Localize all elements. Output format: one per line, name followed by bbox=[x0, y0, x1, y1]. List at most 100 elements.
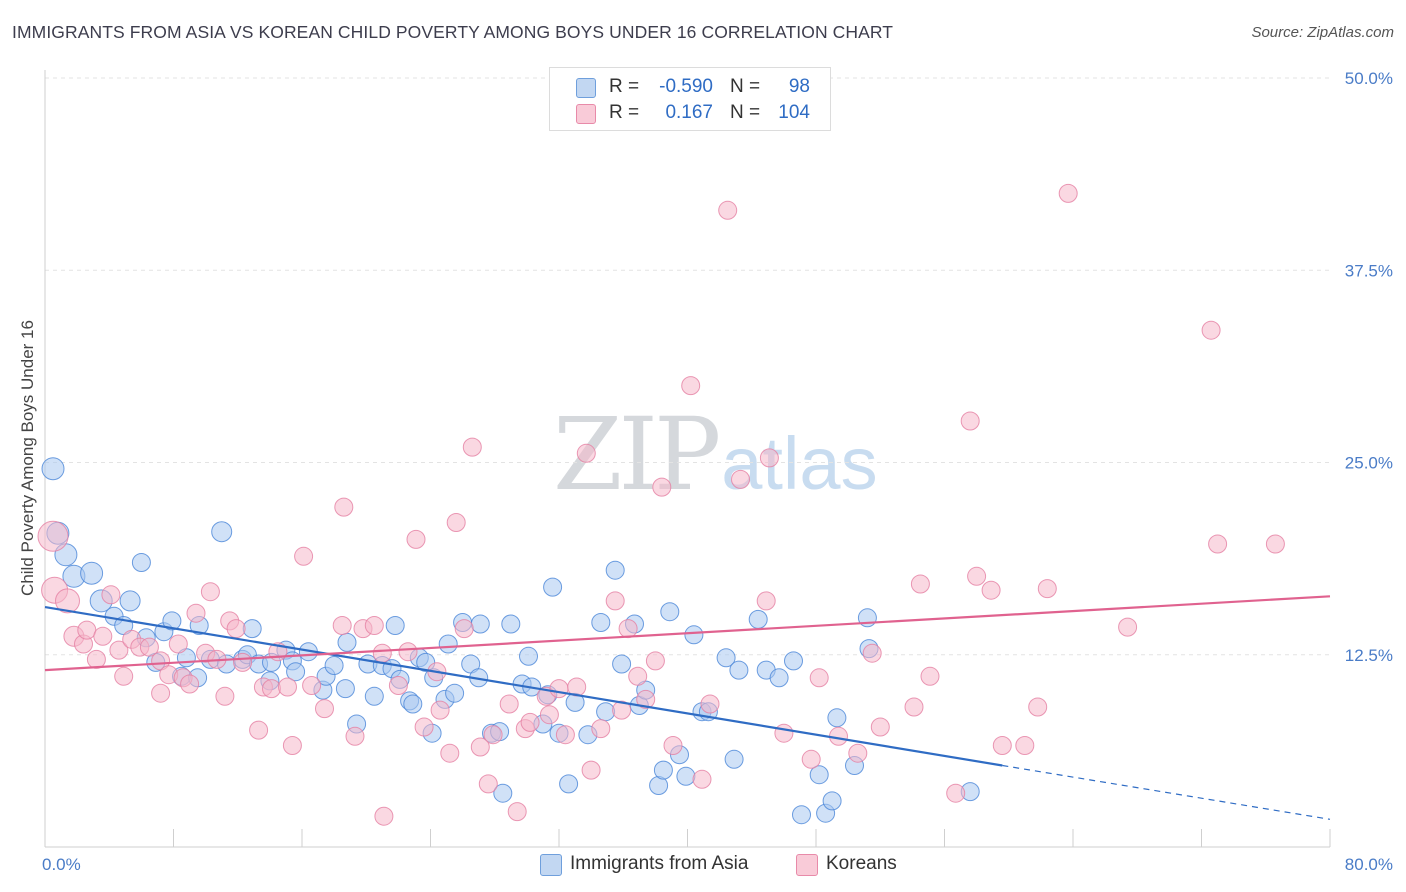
data-point bbox=[345, 726, 365, 746]
data-point bbox=[242, 619, 262, 639]
data-point bbox=[470, 737, 490, 757]
legend-row-koreans: R = 0.167 N = 104 bbox=[550, 100, 830, 126]
trend-line-asia bbox=[44, 605, 1003, 767]
data-point bbox=[211, 521, 233, 543]
data-point bbox=[119, 590, 141, 612]
data-point bbox=[335, 679, 355, 699]
legend-swatch-asia bbox=[576, 78, 596, 98]
data-point bbox=[1058, 183, 1078, 203]
y-tick-label: 25.0% bbox=[1345, 454, 1393, 473]
data-point bbox=[462, 437, 482, 457]
legend-label-koreans: Koreans bbox=[826, 853, 897, 874]
data-point bbox=[809, 765, 829, 785]
data-point bbox=[870, 717, 890, 737]
data-point bbox=[605, 591, 625, 611]
axes bbox=[44, 70, 1331, 848]
chart-title: IMMIGRANTS FROM ASIA VS KOREAN CHILD POV… bbox=[12, 22, 894, 42]
data-point bbox=[981, 580, 1001, 600]
data-point bbox=[499, 694, 519, 714]
data-point bbox=[1208, 534, 1228, 554]
data-point bbox=[388, 676, 408, 695]
data-point bbox=[653, 760, 673, 780]
legend-r-value: 0.167 bbox=[665, 102, 713, 123]
data-point bbox=[445, 683, 465, 703]
data-point bbox=[1265, 534, 1285, 554]
data-point bbox=[652, 477, 672, 497]
data-point bbox=[801, 749, 821, 769]
data-point bbox=[364, 616, 384, 635]
series-koreans bbox=[37, 183, 1285, 826]
data-point bbox=[478, 774, 498, 794]
data-point bbox=[731, 469, 750, 489]
data-point bbox=[364, 686, 384, 706]
data-point bbox=[774, 723, 794, 743]
data-point bbox=[430, 700, 450, 720]
data-point bbox=[759, 448, 779, 468]
data-point bbox=[681, 376, 701, 396]
x-tick-label: 0.0% bbox=[42, 855, 81, 874]
correlation-legend: R = -0.590 N = 98 R = 0.167 N = 104 bbox=[549, 67, 831, 131]
data-point bbox=[591, 613, 611, 632]
data-point bbox=[86, 649, 106, 669]
data-point bbox=[576, 443, 596, 463]
data-point bbox=[200, 582, 220, 602]
legend-n-value: 104 bbox=[778, 102, 810, 123]
data-point bbox=[406, 529, 426, 549]
data-point bbox=[101, 585, 121, 605]
data-point bbox=[139, 637, 159, 657]
data-point bbox=[792, 805, 811, 825]
data-point bbox=[645, 651, 665, 671]
series-legend: Immigrants from Asia Koreans bbox=[0, 852, 1406, 878]
data-point bbox=[233, 652, 253, 672]
data-point bbox=[1118, 617, 1138, 637]
data-point bbox=[960, 411, 980, 431]
source-label: Source: ZipAtlas.com bbox=[1251, 24, 1394, 41]
data-point bbox=[628, 666, 648, 686]
data-point bbox=[520, 712, 540, 732]
data-point bbox=[315, 699, 334, 719]
data-point bbox=[302, 676, 322, 695]
data-point bbox=[718, 200, 738, 220]
data-point bbox=[55, 588, 80, 614]
data-point bbox=[904, 697, 924, 717]
data-point bbox=[992, 736, 1012, 755]
legend-r-label: R = bbox=[609, 102, 640, 123]
data-point bbox=[663, 736, 683, 755]
y-tick-label: 12.5% bbox=[1345, 646, 1393, 665]
data-point bbox=[862, 643, 882, 663]
data-point bbox=[262, 679, 281, 699]
data-point bbox=[729, 660, 749, 680]
data-point bbox=[332, 616, 352, 635]
data-point bbox=[809, 668, 829, 688]
data-point bbox=[559, 774, 579, 794]
legend-n-label: N = bbox=[730, 102, 761, 123]
legend-label-asia: Immigrants from Asia bbox=[570, 853, 749, 874]
data-point bbox=[440, 743, 460, 763]
data-point bbox=[591, 719, 611, 739]
legend-swatch-koreans bbox=[796, 854, 818, 876]
data-point bbox=[470, 614, 490, 634]
trend-line-koreans bbox=[44, 595, 1331, 672]
tick-labels: 12.5% 25.0% 37.5% 50.0% 0.0% 80.0% bbox=[42, 69, 1393, 874]
data-point bbox=[114, 666, 134, 686]
data-point bbox=[186, 603, 206, 623]
y-tick-label: 50.0% bbox=[1345, 69, 1393, 88]
data-point bbox=[294, 546, 314, 566]
legend-r-label: R = bbox=[609, 76, 640, 97]
legend-swatch-koreans bbox=[576, 104, 596, 124]
data-point bbox=[724, 749, 744, 769]
data-point bbox=[684, 625, 704, 645]
data-point bbox=[967, 566, 987, 586]
data-point bbox=[226, 619, 246, 639]
legend-n-label: N = bbox=[730, 76, 761, 97]
data-point bbox=[398, 642, 418, 662]
data-point bbox=[756, 591, 776, 611]
grid-lines bbox=[45, 77, 1330, 656]
data-point bbox=[446, 513, 466, 532]
data-point bbox=[168, 634, 188, 654]
data-point bbox=[660, 602, 680, 622]
y-tick-label: 37.5% bbox=[1345, 261, 1393, 280]
data-point bbox=[77, 620, 97, 640]
data-point bbox=[131, 553, 151, 572]
data-point bbox=[716, 648, 736, 668]
